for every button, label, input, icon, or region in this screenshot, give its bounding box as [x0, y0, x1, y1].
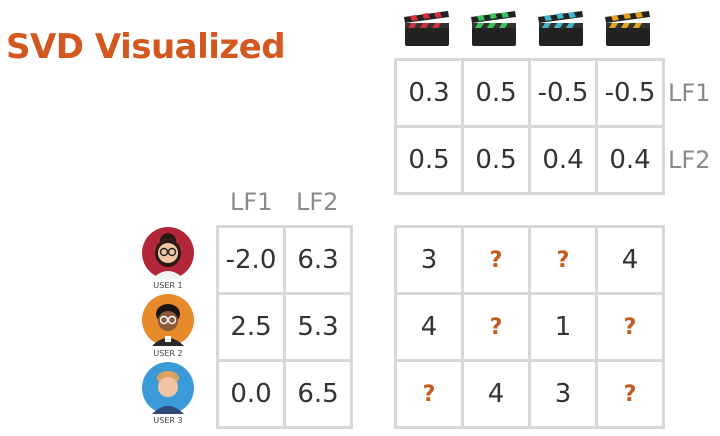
matrix-cell: 6.3: [286, 228, 350, 292]
rating-cell: 4: [598, 228, 662, 292]
slide-title: SVD Visualized: [6, 27, 286, 67]
rating-cell: 3: [397, 228, 461, 292]
user-label: USER 1: [153, 281, 183, 290]
rating-cell: 4: [464, 362, 528, 426]
matrix-cell: 0.5: [464, 61, 528, 125]
matrix-cell: 6.5: [286, 362, 350, 426]
movie-factor-matrix: 0.3 0.5 -0.5 -0.5 0.5 0.5 0.4 0.4: [394, 58, 665, 195]
row-label-lf2: LF2: [668, 146, 711, 174]
ratings-matrix: 3 ? ? 4 4 ? 1 ? ? 4 3 ?: [394, 225, 665, 429]
clapperboard-icon: [538, 11, 583, 46]
user-label: USER 3: [153, 416, 183, 425]
user-label: USER 2: [153, 349, 183, 358]
matrix-cell: -0.5: [598, 61, 662, 125]
user-factor-matrix: -2.0 6.3 2.5 5.3 0.0 6.5: [216, 225, 353, 429]
matrix-cell: 0.3: [397, 61, 461, 125]
rating-cell: ?: [531, 228, 595, 292]
matrix-cell: 0.5: [397, 128, 461, 192]
matrix-cell: 0.4: [598, 128, 662, 192]
clapperboard-icon: [471, 11, 516, 46]
rating-cell: 3: [531, 362, 595, 426]
column-label-lf1: LF1: [230, 188, 273, 216]
rating-cell: ?: [598, 362, 662, 426]
user-avatar-icon: [142, 362, 194, 414]
matrix-cell: -2.0: [219, 228, 283, 292]
matrix-cell: 0.0: [219, 362, 283, 426]
column-label-lf2: LF2: [296, 188, 339, 216]
rating-cell: ?: [598, 295, 662, 359]
clapperboard-icon: [404, 11, 449, 46]
matrix-cell: -0.5: [531, 61, 595, 125]
user-avatar-icon: [142, 294, 194, 346]
rating-cell: ?: [464, 295, 528, 359]
user-avatar-icon: [142, 227, 194, 279]
rating-cell: 1: [531, 295, 595, 359]
clapperboard-icon: [605, 11, 650, 46]
rating-cell: ?: [464, 228, 528, 292]
matrix-cell: 2.5: [219, 295, 283, 359]
rating-cell: 4: [397, 295, 461, 359]
matrix-cell: 5.3: [286, 295, 350, 359]
matrix-cell: 0.5: [464, 128, 528, 192]
matrix-cell: 0.4: [531, 128, 595, 192]
rating-cell: ?: [397, 362, 461, 426]
row-label-lf1: LF1: [668, 79, 711, 107]
